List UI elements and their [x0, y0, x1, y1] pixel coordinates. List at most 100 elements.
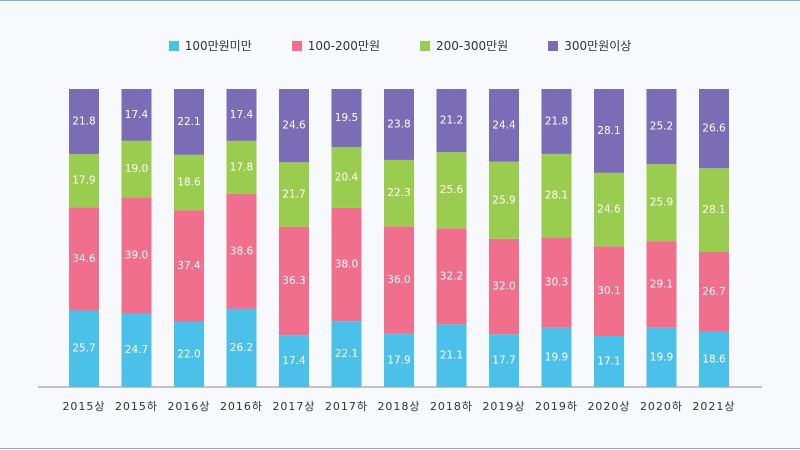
bar-segment	[489, 89, 519, 162]
x-tick-label: 2015상	[62, 400, 105, 413]
data-label: 25.6	[440, 184, 464, 196]
bar-segment	[226, 308, 257, 387]
bar-segment	[646, 327, 677, 387]
bar-segment	[646, 241, 677, 328]
bar-segment	[279, 89, 309, 163]
x-tick-label: 2021상	[692, 400, 735, 413]
data-label: 39.0	[125, 249, 148, 261]
bar-segment	[594, 246, 624, 336]
bar-segment	[69, 207, 99, 311]
bar-segment	[226, 89, 257, 141]
bar-segment	[174, 210, 204, 322]
x-tick-label: 2020하	[640, 399, 683, 413]
bar-segment	[279, 162, 309, 227]
data-label: 36.3	[282, 275, 305, 287]
bar-segment	[646, 164, 677, 242]
data-label: 17.7	[492, 355, 515, 367]
data-label: 34.6	[72, 253, 96, 265]
bar-segment	[436, 89, 467, 153]
legend-label-200-300: 200-300만원	[436, 39, 509, 53]
data-label: 21.1	[440, 350, 463, 362]
bar-segment	[174, 89, 204, 155]
bar-segment	[699, 331, 729, 387]
bar-segment	[436, 228, 467, 325]
data-label: 17.4	[230, 109, 254, 121]
data-label: 17.1	[597, 355, 620, 367]
data-label: 19.0	[125, 163, 148, 175]
data-label: 22.0	[177, 348, 200, 360]
bar-segment	[489, 238, 519, 335]
data-label: 32.2	[440, 270, 463, 282]
bar-segment	[279, 335, 309, 387]
x-tick-label: 2020상	[587, 400, 630, 413]
bar-segment	[69, 89, 99, 154]
bar-segment	[121, 313, 152, 387]
data-label: 17.4	[125, 109, 149, 121]
data-label: 24.7	[125, 344, 148, 356]
x-tick-label: 2016하	[220, 399, 263, 413]
data-label: 25.2	[650, 121, 673, 133]
bar-segment	[174, 154, 204, 211]
data-label: 28.1	[702, 204, 725, 216]
x-tick-label: 2018상	[377, 400, 420, 413]
legend-item-200-300: 200-300만원	[420, 37, 508, 54]
bar-segment	[331, 321, 362, 387]
data-label: 24.4	[492, 119, 516, 131]
data-label: 38.6	[230, 245, 254, 257]
legend-swatch-100-200	[291, 40, 302, 51]
legend-label-under-100: 100만원미만	[184, 39, 252, 53]
bar-segment	[226, 193, 257, 309]
bar-segment	[489, 161, 519, 239]
data-label: 22.1	[335, 348, 358, 360]
legend-label-100-200: 100-200만원	[307, 39, 380, 53]
bar-segment	[594, 89, 624, 173]
data-label: 21.2	[440, 115, 463, 127]
data-label: 17.4	[282, 355, 306, 367]
data-label: 29.1	[650, 278, 673, 290]
legend-item-under-100: 100만원미만	[168, 37, 252, 54]
data-label: 24.6	[597, 204, 621, 216]
bar-segment	[174, 321, 204, 387]
bar-segment	[279, 226, 309, 336]
bar-segment	[384, 159, 414, 227]
data-label: 25.9	[650, 197, 673, 209]
data-label: 25.9	[492, 194, 515, 206]
bar-segment	[384, 226, 414, 334]
data-label: 24.6	[282, 120, 306, 132]
legend-swatch-under-100	[168, 40, 179, 51]
bar-segment	[121, 140, 152, 198]
bar-segment	[69, 310, 99, 387]
bar-segment	[436, 152, 467, 229]
data-label: 32.0	[492, 281, 515, 293]
legend-swatch-200-300	[420, 40, 430, 51]
data-label: 28.1	[545, 190, 568, 202]
x-tick-label: 2017상	[272, 400, 315, 413]
data-label: 21.8	[72, 115, 95, 127]
bar-segment	[541, 89, 572, 154]
data-label: 17.9	[72, 175, 95, 187]
data-label: 20.4	[335, 172, 359, 184]
data-label: 26.6	[702, 123, 726, 135]
bar-segment	[384, 333, 414, 387]
data-label: 23.8	[387, 118, 410, 130]
bar-segment	[699, 168, 729, 253]
bar-segment	[121, 197, 152, 314]
data-label: 19.5	[335, 112, 358, 124]
bar-segment	[331, 207, 362, 322]
x-tick-label: 2019상	[482, 400, 525, 413]
bar-segment	[69, 153, 99, 208]
bar-segment	[541, 153, 572, 238]
data-label: 19.9	[650, 351, 673, 363]
x-tick-label: 2015하	[115, 399, 158, 413]
bar-segment	[699, 89, 729, 169]
data-label: 36.0	[387, 274, 410, 286]
x-tick-label: 2016상	[167, 400, 210, 413]
data-label: 17.9	[387, 354, 410, 366]
data-label: 30.1	[597, 285, 620, 297]
bar-segment	[594, 335, 624, 387]
bar-segment	[331, 89, 362, 148]
bar-segment	[594, 172, 624, 247]
bar-segment	[331, 147, 362, 208]
